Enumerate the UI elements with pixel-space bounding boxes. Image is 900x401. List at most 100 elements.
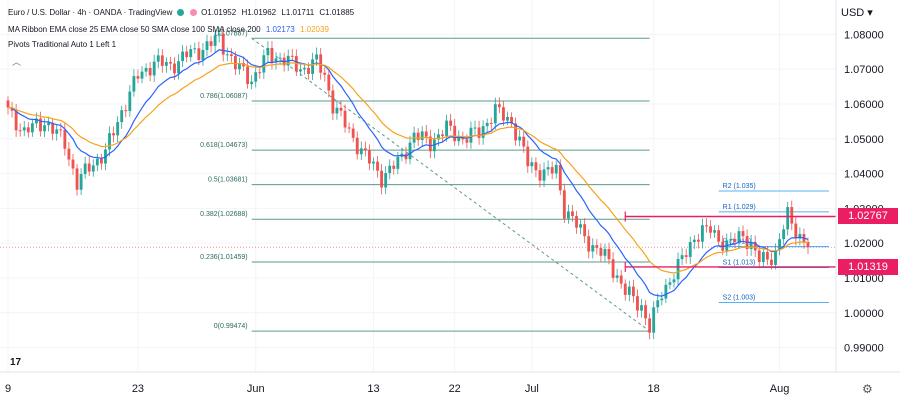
ema-fast-line bbox=[7, 49, 809, 297]
candle-body bbox=[63, 129, 67, 149]
pivot-label: R1 (1.029) bbox=[723, 204, 756, 211]
fib-level-label: 0(0.99474) bbox=[214, 323, 248, 330]
candle-body bbox=[116, 122, 120, 136]
x-tick-label: 22 bbox=[449, 383, 461, 395]
candle-body bbox=[323, 72, 327, 75]
candle-body bbox=[91, 165, 95, 172]
candle-body bbox=[156, 55, 160, 62]
ema-slow-line bbox=[7, 62, 809, 274]
candle-body bbox=[173, 63, 176, 74]
candle-body bbox=[506, 116, 509, 121]
candle-body bbox=[530, 162, 534, 167]
candle-body bbox=[424, 131, 428, 137]
candle-body bbox=[246, 66, 250, 85]
candle-body bbox=[502, 107, 505, 121]
candle-body bbox=[233, 56, 237, 70]
candle-body bbox=[623, 283, 627, 295]
fib-level-label: 0.382(1.02688) bbox=[200, 211, 247, 218]
currency-selector[interactable]: USD ▾ bbox=[841, 6, 873, 19]
collapse-legend-icon[interactable]: ︿ bbox=[12, 57, 22, 67]
candle-body bbox=[384, 173, 388, 188]
candle-body bbox=[550, 167, 554, 174]
pivot-label: S1 (1.013) bbox=[723, 260, 756, 267]
candle-body bbox=[542, 169, 546, 181]
candle-body bbox=[684, 255, 688, 257]
candle-body bbox=[347, 127, 351, 129]
fib-trend-line bbox=[251, 37, 650, 332]
candle-body bbox=[554, 164, 558, 174]
candle-body bbox=[566, 211, 570, 219]
candle-body bbox=[786, 207, 790, 230]
ma-ribbon-legend[interactable]: MA Ribbon EMA close 25 EMA close 50 SMA … bbox=[8, 25, 329, 34]
candles bbox=[6, 26, 810, 340]
candle-body bbox=[774, 250, 777, 265]
grid bbox=[0, 0, 836, 372]
fib-level-label: 0.5(1.03681) bbox=[208, 177, 248, 184]
candle-body bbox=[290, 55, 294, 57]
gear-icon[interactable]: ⚙ bbox=[862, 382, 873, 396]
candle-body bbox=[43, 125, 46, 132]
candle-body bbox=[631, 286, 635, 297]
candle-body bbox=[278, 57, 282, 59]
y-tick-label: 1.08000 bbox=[844, 29, 884, 41]
candle-body bbox=[355, 137, 359, 155]
candle-body bbox=[380, 170, 384, 188]
candle-body bbox=[10, 107, 14, 111]
drawn-levels[interactable] bbox=[624, 211, 836, 272]
pivot-label: S2 (1.003) bbox=[723, 294, 756, 301]
tradingview-logo-icon[interactable]: 17 bbox=[10, 357, 22, 368]
candle-body bbox=[181, 51, 185, 62]
candle-body bbox=[558, 164, 562, 191]
candle-body bbox=[713, 230, 717, 233]
candle-body bbox=[87, 163, 91, 172]
support-price-badge[interactable]: 1.01319 bbox=[838, 258, 898, 275]
candle-body bbox=[644, 305, 647, 319]
y-tick-label: 1.06000 bbox=[844, 99, 884, 111]
candle-body bbox=[587, 236, 591, 252]
candle-body bbox=[753, 241, 757, 251]
candle-body bbox=[83, 163, 87, 175]
candle-body bbox=[307, 67, 310, 74]
candle-body bbox=[749, 241, 753, 249]
candle-body bbox=[692, 239, 696, 243]
candle-body bbox=[225, 54, 229, 56]
candle-body bbox=[372, 161, 375, 164]
candle-body bbox=[473, 127, 477, 129]
y-tick-label: 1.04000 bbox=[844, 169, 884, 181]
candle-body bbox=[607, 249, 611, 260]
symbol-header[interactable]: Euro / U.S. Dollar · 4h · OANDA · Tradin… bbox=[8, 8, 357, 17]
candle-body bbox=[428, 136, 432, 152]
candle-body bbox=[238, 63, 241, 70]
candle-body bbox=[71, 159, 75, 169]
candle-body bbox=[108, 133, 111, 150]
candle-body bbox=[327, 74, 331, 91]
ma-ribbon-label[interactable]: MA Ribbon EMA close 25 EMA close 50 SMA … bbox=[8, 25, 261, 34]
candle-body bbox=[258, 72, 262, 74]
candle-body bbox=[627, 286, 631, 295]
candle-body bbox=[741, 231, 745, 237]
low-value: L1.01711 bbox=[281, 8, 315, 17]
fib-level-label: 0.786(1.06087) bbox=[200, 93, 247, 100]
candle-body bbox=[311, 59, 314, 74]
candle-body bbox=[368, 150, 371, 164]
pivots-legend[interactable]: Pivots Traditional Auto 1 Left 1 bbox=[8, 40, 116, 49]
session-dot bbox=[189, 9, 197, 16]
candle-body bbox=[680, 255, 684, 260]
candle-body bbox=[136, 76, 140, 79]
candle-body bbox=[437, 134, 440, 140]
fibonacci-retracement[interactable]: 1(1.07887) 0.786(1.06087) 0.618(1.04673) 0.… bbox=[200, 30, 650, 332]
resistance-price-badge[interactable]: 1.02767 bbox=[838, 208, 898, 225]
candle-body bbox=[595, 245, 599, 248]
candle-body bbox=[761, 252, 765, 262]
symbol-title[interactable]: Euro / U.S. Dollar · 4h · OANDA · Tradin… bbox=[8, 8, 173, 17]
pivots-label[interactable]: Pivots Traditional Auto 1 Left 1 bbox=[8, 40, 117, 49]
candle-body bbox=[717, 230, 721, 242]
candle-body bbox=[128, 91, 132, 111]
candle-body bbox=[420, 131, 424, 140]
candle-body bbox=[140, 71, 144, 79]
y-tick-label: 1.01000 bbox=[844, 273, 884, 285]
candle-body bbox=[99, 158, 103, 164]
candle-body bbox=[274, 58, 278, 63]
